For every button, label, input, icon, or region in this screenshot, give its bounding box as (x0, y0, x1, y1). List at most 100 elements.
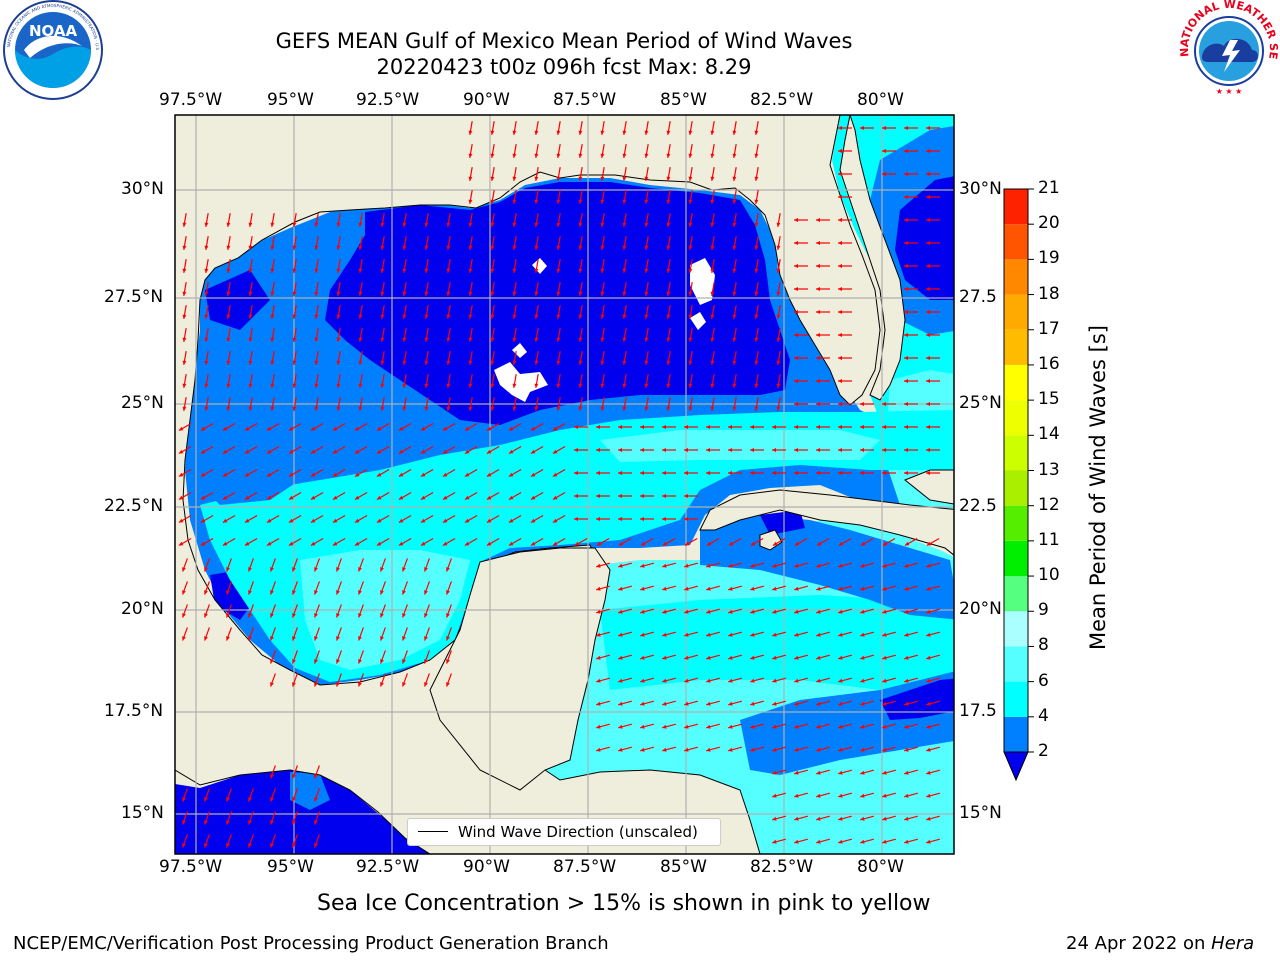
wind-wave-arrowhead (904, 264, 908, 268)
lon-label-bottom: 90°W (463, 857, 510, 877)
wind-wave-arrowhead (618, 563, 623, 568)
wind-wave-arrowhead (600, 383, 605, 388)
wind-wave-arrowhead (666, 130, 671, 135)
wind-wave-arrowhead (204, 636, 208, 641)
wind-wave-arrowhead (490, 406, 495, 411)
wind-wave-arrowhead (270, 383, 275, 388)
wind-wave-arrowhead (622, 360, 627, 365)
wind-wave-arrowhead (838, 425, 842, 429)
wind-wave-arrowhead (750, 448, 754, 452)
wind-wave-arrowhead (640, 586, 645, 591)
wind-wave-arrowhead (666, 314, 671, 319)
wind-wave-arrowhead (402, 613, 406, 618)
wind-wave-arrowhead (860, 839, 865, 844)
wind-wave-arrowhead (314, 268, 319, 273)
wind-wave-arrowhead (794, 655, 799, 660)
wind-wave-arrowhead (622, 199, 627, 204)
wind-wave-arrowhead (662, 747, 667, 752)
wind-wave-arrowhead (794, 287, 798, 291)
wind-wave-arrowhead (882, 770, 887, 775)
wind-wave-arrowhead (622, 153, 627, 158)
wind-wave-arrowhead (750, 609, 755, 614)
wind-wave-arrowhead (860, 425, 864, 429)
wind-wave-arrowhead (710, 245, 715, 250)
wind-wave-arrowhead (838, 724, 843, 729)
wind-wave-arrowhead (772, 425, 776, 429)
wind-wave-arrowhead (904, 770, 909, 775)
wind-wave-arrowhead (732, 176, 737, 181)
wind-wave-arrowhead (292, 567, 296, 572)
wind-wave-arrowhead (926, 172, 930, 176)
wind-wave-arrowhead (336, 360, 341, 365)
wind-wave-arrowhead (534, 222, 539, 227)
wind-wave-arrowhead (728, 563, 733, 568)
wind-wave-arrowhead (226, 820, 230, 825)
wind-wave-arrowhead (860, 655, 865, 660)
wind-wave-arrowhead (882, 609, 887, 614)
wind-wave-arrowhead (248, 383, 253, 388)
wind-wave-arrowhead (860, 541, 866, 546)
wind-wave-arrowhead (270, 636, 274, 641)
wind-wave-arrowhead (530, 472, 536, 477)
wind-wave-arrowhead (248, 314, 253, 319)
wind-wave-arrowhead (622, 337, 627, 342)
wind-wave-arrowhead (490, 222, 495, 227)
graticule (175, 115, 954, 854)
wind-wave-arrowhead (424, 383, 429, 388)
wind-wave-arrowhead (816, 333, 820, 337)
wind-wave-arrowhead (314, 843, 318, 848)
wind-wave-arrowhead (732, 199, 737, 204)
wind-wave-arrowhead (794, 448, 798, 452)
wind-wave-arrowhead (402, 245, 407, 250)
wind-wave-arrowhead (200, 426, 206, 431)
wind-wave-arrowhead (926, 471, 930, 475)
wind-wave-arrowhead (204, 613, 208, 618)
wind-wave-arrowhead (270, 245, 275, 250)
wind-wave-arrowhead (776, 245, 781, 250)
wind-wave-arrowhead (684, 632, 689, 637)
wind-wave-arrowhead (226, 797, 230, 802)
wind-wave-arrowhead (380, 245, 385, 250)
wind-wave-arrowhead (204, 291, 209, 296)
wind-wave-arrowhead (248, 613, 252, 618)
wind-wave-arrowhead (512, 153, 517, 158)
wind-wave-arrowhead (772, 471, 776, 475)
wind-wave-arrowhead (684, 541, 690, 546)
wind-wave-arrowhead (468, 153, 473, 158)
wind-wave-arrowhead (292, 337, 297, 342)
wind-wave-arrowhead (292, 222, 297, 227)
lon-label-top: 80°W (857, 90, 904, 110)
wind-wave-arrowhead (662, 632, 667, 637)
wind-wave-arrowhead (816, 379, 820, 383)
wind-wave-arrowhead (288, 449, 294, 454)
footer-right: 24 Apr 2022 on Hera (1066, 933, 1254, 954)
wind-wave-arrowhead (776, 314, 781, 319)
wind-wave-arrowhead (578, 176, 583, 181)
wind-wave-arrowhead (310, 518, 316, 523)
wind-wave-arrowhead (512, 176, 517, 181)
wind-wave-arrowhead (314, 774, 318, 779)
wind-wave-arrowhead (838, 172, 842, 176)
wind-wave-arrowhead (926, 333, 930, 337)
wind-wave-arrowhead (750, 632, 755, 637)
wind-wave-arrowhead (816, 655, 821, 660)
wind-wave-arrowhead (794, 333, 798, 337)
wind-wave-arrowhead (904, 195, 908, 199)
map-legend: Wind Wave Direction (unscaled) (407, 818, 721, 846)
wind-wave-arrowhead (838, 609, 843, 614)
wind-wave-arrowhead (226, 222, 231, 227)
wind-wave-arrowhead (838, 218, 842, 222)
wind-wave-arrowhead (442, 495, 448, 500)
wind-wave-arrowhead (600, 245, 605, 250)
wind-wave-arrowhead (204, 268, 209, 273)
wind-wave-arrowhead (860, 770, 865, 775)
wind-wave-arrowhead (904, 678, 909, 683)
wind-wave-arrowhead (248, 291, 253, 296)
lon-label-top: 87.5°W (553, 90, 617, 110)
wind-wave-arrowhead (728, 471, 732, 475)
colorbar-bin (1004, 470, 1028, 506)
wind-wave-arrowhead (248, 222, 253, 227)
legend-label: Wind Wave Direction (unscaled) (458, 823, 698, 841)
wind-wave-arrowhead (662, 586, 667, 591)
wind-wave-arrowhead (754, 268, 759, 273)
